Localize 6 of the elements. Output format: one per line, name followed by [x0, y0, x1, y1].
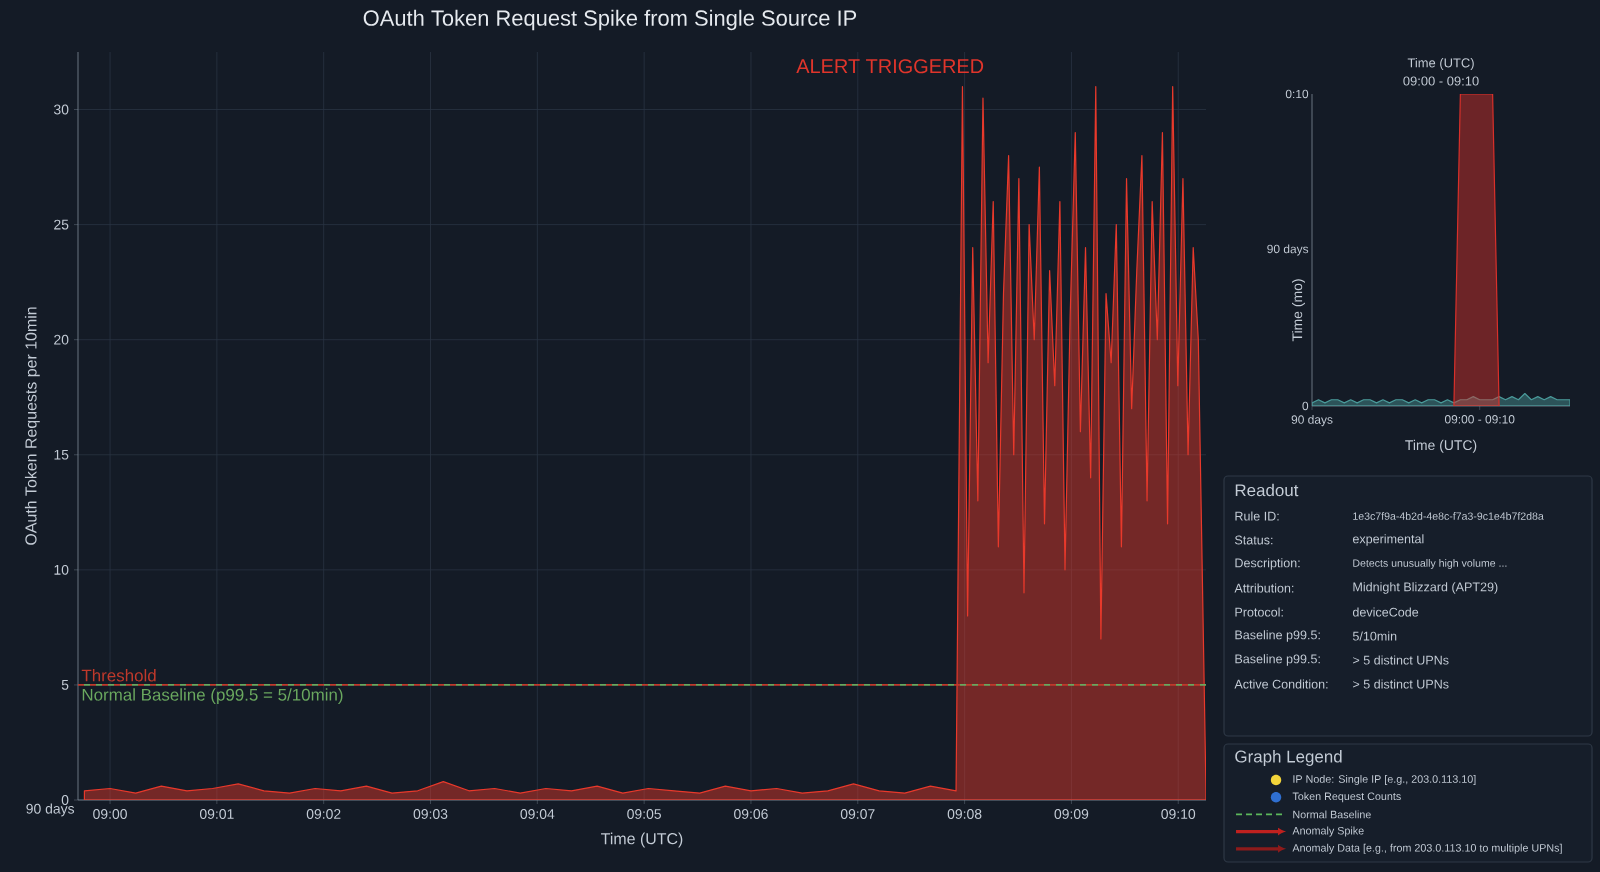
text: Graph Legend — [1235, 750, 1342, 766]
text: Readout — [1235, 483, 1299, 497]
annotation: ALERT TRIGGERED — [796, 59, 984, 74]
chart-title: OAuth Token Request Spike from Single Source IP — [363, 9, 857, 31]
ref-line-label: Threshold — [81, 669, 156, 682]
ref-line-label: Normal Baseline (p99.5 = 5/10min) — [82, 688, 343, 705]
